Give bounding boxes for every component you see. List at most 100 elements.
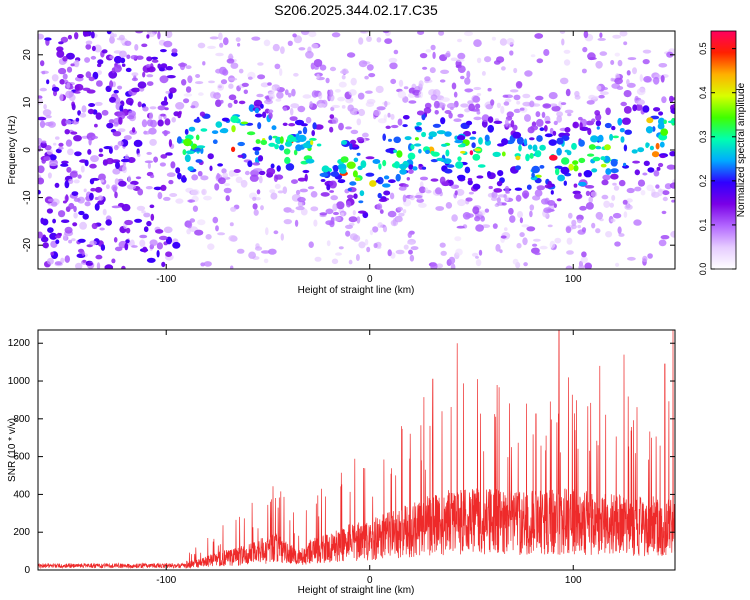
heatmap-cell (139, 239, 146, 247)
heatmap-cell (50, 251, 55, 256)
heatmap-cell (287, 40, 293, 46)
heatmap-cell (77, 238, 86, 243)
heatmap-cell (472, 153, 481, 161)
heatmap-cell (145, 186, 153, 190)
heatmap-cell (568, 212, 573, 219)
heatmap-cell (614, 241, 621, 247)
heatmap-cell (383, 190, 391, 196)
heatmap-cell (430, 178, 439, 182)
heatmap-cell (441, 182, 450, 187)
heatmap-cell (422, 66, 428, 70)
heatmap-cell (40, 60, 45, 67)
heatmap-cell (260, 205, 264, 211)
heatmap-cell (183, 98, 190, 104)
heatmap-cell (149, 204, 155, 209)
heatmap-cell (539, 127, 545, 132)
heatmap-cell (229, 222, 234, 227)
heatmap-cell (156, 250, 160, 258)
heatmap-cell (530, 125, 539, 131)
heatmap-cell (355, 254, 360, 261)
heatmap-cell (576, 218, 583, 224)
heatmap-cell (43, 104, 47, 110)
heatmap-cell (66, 82, 71, 89)
heatmap-cell (418, 163, 423, 167)
heatmap-cell (358, 241, 366, 249)
heatmap-cell (347, 188, 352, 191)
heatmap-cell (565, 88, 571, 97)
heatmap-cell (476, 93, 482, 96)
heatmap-cell (407, 231, 412, 238)
snr-ytick-label: 1000 (8, 376, 31, 387)
heatmap-cell (525, 153, 530, 162)
heatmap-cell (66, 66, 73, 73)
heatmap-cell (560, 166, 570, 175)
heatmap-cell (536, 118, 544, 127)
heatmap-cell (219, 42, 224, 48)
heatmap-cell (88, 103, 96, 107)
snr-ytick-label: 1200 (8, 338, 31, 349)
heatmap-cell (232, 173, 239, 177)
heatmap-cell (255, 139, 261, 144)
heatmap-cell (578, 172, 582, 177)
heatmap-cell (284, 156, 291, 165)
heatmap-cell (597, 37, 606, 41)
heatmap-cell (357, 92, 365, 100)
heatmap-cell (276, 165, 281, 172)
heatmap-cell (444, 52, 451, 58)
heatmap-cell (583, 31, 589, 39)
heatmap-cell (512, 258, 519, 265)
heatmap-cell (417, 31, 425, 35)
heatmap-cell (340, 212, 345, 217)
heatmap-cell (414, 195, 423, 199)
heatmap-cell (238, 100, 246, 105)
heatmap-cell (141, 43, 148, 48)
heatmap-cell (146, 220, 152, 227)
heatmap-cell (160, 63, 168, 69)
colorbar-label: Normalized spectral amplitude (736, 82, 747, 217)
heatmap-cell (164, 118, 171, 126)
heatmap-cell (168, 139, 172, 148)
heatmap-cell (215, 225, 219, 232)
heatmap-cell (155, 229, 164, 234)
heatmap-cell (101, 49, 108, 54)
heatmap-cell (467, 179, 473, 186)
heatmap-cell (403, 86, 409, 90)
heatmap-cell (256, 93, 264, 98)
heatmap-cell (475, 256, 479, 259)
heatmap-cell (549, 103, 558, 107)
heatmap-cell (91, 45, 96, 52)
spectrogram-xtick-label: -100 (156, 274, 176, 285)
heatmap-cell (454, 190, 458, 196)
heatmap-cell (477, 164, 486, 168)
heatmap-cell (143, 212, 151, 218)
heatmap-cell (414, 137, 419, 141)
heatmap-cell (624, 204, 633, 210)
heatmap-cell (531, 172, 535, 178)
heatmap-cell (536, 185, 545, 191)
heatmap-cell (285, 163, 295, 171)
heatmap-cell (58, 142, 64, 147)
heatmap-cell (195, 74, 201, 78)
heatmap-cell (77, 174, 82, 179)
heatmap-cell (330, 171, 340, 178)
heatmap-cell (295, 144, 303, 152)
heatmap-cell (604, 144, 611, 151)
heatmap-cell (268, 135, 273, 141)
heatmap-cell (55, 235, 62, 239)
heatmap-cell (117, 128, 126, 133)
heatmap-cell (75, 262, 83, 269)
heatmap-cell (159, 75, 169, 84)
heatmap-cell (642, 105, 650, 113)
heatmap-cell (40, 236, 49, 243)
heatmap-cell (647, 167, 655, 173)
heatmap-cell (610, 60, 615, 65)
heatmap-cell (297, 134, 307, 142)
heatmap-cell (62, 56, 68, 62)
heatmap-cell (346, 194, 354, 199)
heatmap-cell (100, 179, 105, 183)
heatmap-cell (476, 110, 481, 115)
snr-xtick-label: 100 (565, 575, 582, 586)
heatmap-cell (440, 117, 446, 125)
heatmap-cell (168, 179, 174, 185)
